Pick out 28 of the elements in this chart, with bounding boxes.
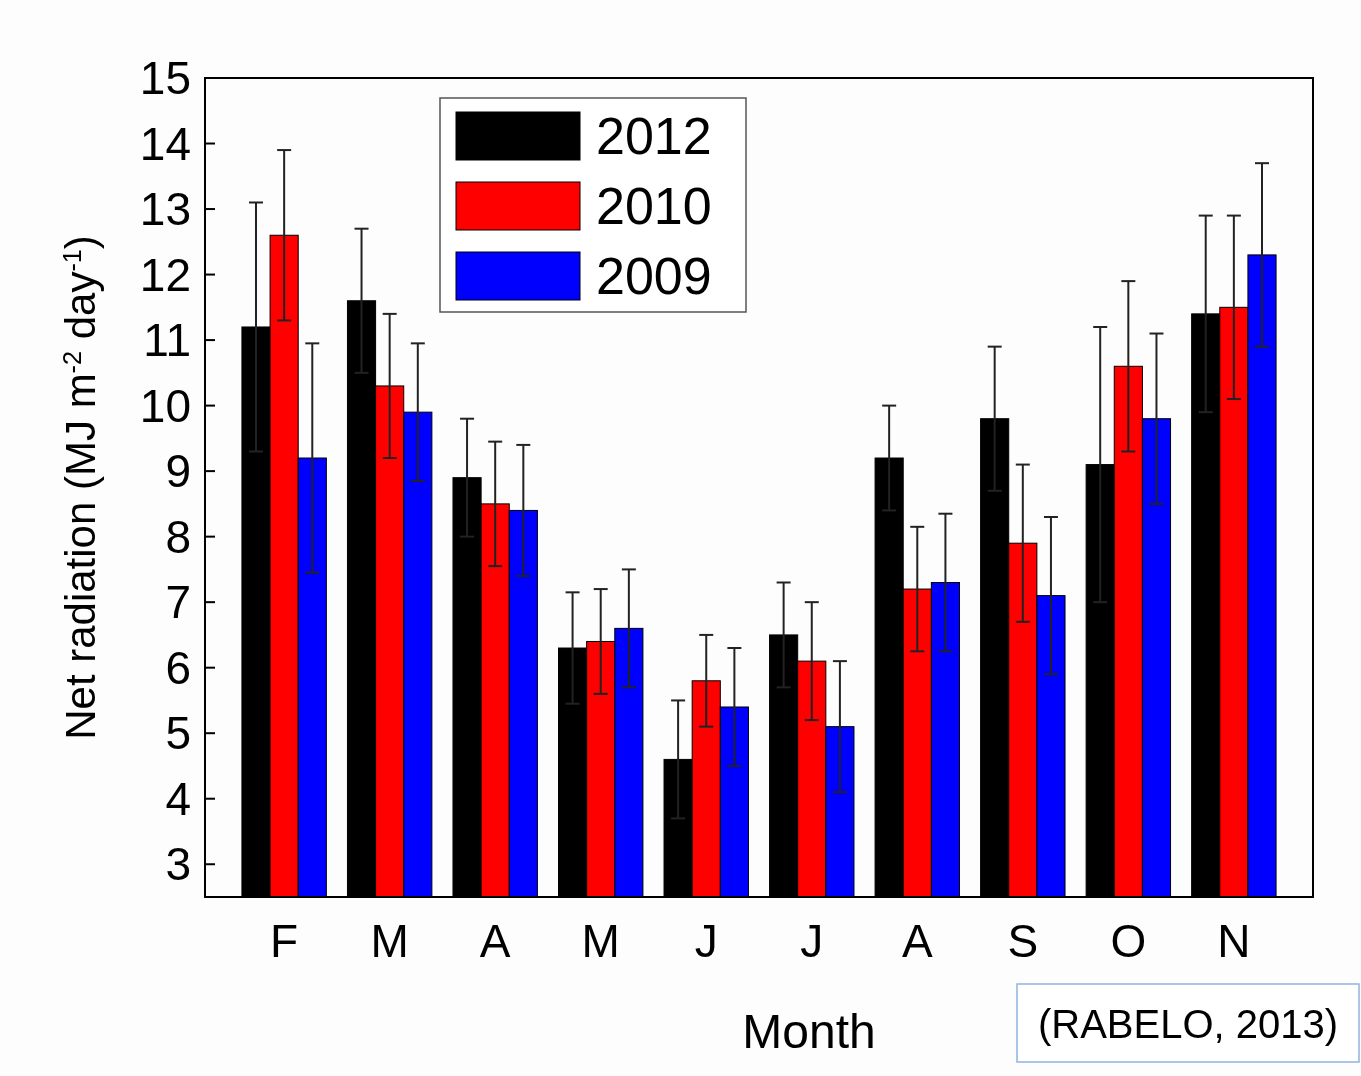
y-tick-label: 12 bbox=[139, 248, 191, 301]
text: (RABELO, 2013) bbox=[1037, 1002, 1339, 1046]
y-tick-label: 7 bbox=[165, 576, 191, 629]
y-tick-label: 6 bbox=[165, 641, 191, 694]
x-axis-title: Month bbox=[742, 1005, 876, 1058]
y-tick-label: 8 bbox=[165, 510, 191, 563]
x-tick-label: M bbox=[581, 915, 620, 967]
x-tick-label: A bbox=[479, 915, 511, 967]
y-tick-label: 10 bbox=[139, 379, 191, 432]
legend-label: 2009 bbox=[596, 247, 712, 306]
legend-label: 2010 bbox=[596, 177, 712, 236]
x-tick-label: N bbox=[1217, 915, 1251, 967]
x-tick-label: J bbox=[800, 915, 824, 967]
legend-label: 2012 bbox=[596, 107, 712, 166]
x-tick-label: F bbox=[270, 915, 299, 967]
y-tick-label: 14 bbox=[139, 117, 191, 170]
y-tick-label: 4 bbox=[165, 772, 191, 825]
y-tick-label: 11 bbox=[143, 314, 191, 367]
y-tick-label: 3 bbox=[165, 838, 191, 891]
x-tick-label: M bbox=[370, 915, 409, 967]
y-tick-label: 13 bbox=[139, 183, 191, 236]
x-tick-label: S bbox=[1007, 915, 1039, 967]
y-tick-label: 9 bbox=[165, 445, 191, 498]
x-tick-label: J bbox=[694, 915, 718, 967]
x-tick-label: O bbox=[1110, 915, 1147, 967]
y-tick-label: 5 bbox=[165, 707, 191, 760]
y-tick-label: 15 bbox=[139, 52, 191, 105]
x-tick-label: A bbox=[901, 915, 933, 967]
